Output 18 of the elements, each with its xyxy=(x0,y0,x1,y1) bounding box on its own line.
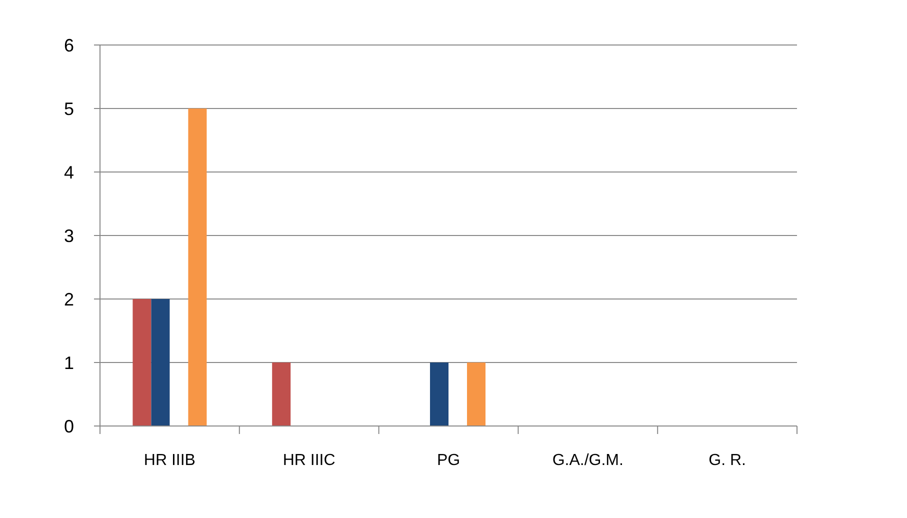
y-tick-label: 3 xyxy=(64,226,74,246)
bar xyxy=(430,362,448,426)
y-tick-label: 0 xyxy=(64,416,74,436)
y-tick-label: 2 xyxy=(64,289,74,310)
y-tick-label: 6 xyxy=(64,35,74,56)
x-tick-label: PG xyxy=(436,452,460,469)
bar xyxy=(467,362,486,426)
bar xyxy=(132,299,152,426)
y-tick-label: 4 xyxy=(64,162,74,182)
bar xyxy=(272,362,291,426)
y-tick-label: 5 xyxy=(64,98,74,119)
x-tick-label: G.A./G.M. xyxy=(552,452,624,469)
bar xyxy=(188,108,207,426)
x-tick-label: HR IIIB xyxy=(144,452,196,469)
x-tick-label: HR IIIC xyxy=(282,452,336,469)
x-tick-label: G. R. xyxy=(708,452,746,469)
y-tick-label: 1 xyxy=(64,352,74,373)
bar xyxy=(151,299,170,426)
